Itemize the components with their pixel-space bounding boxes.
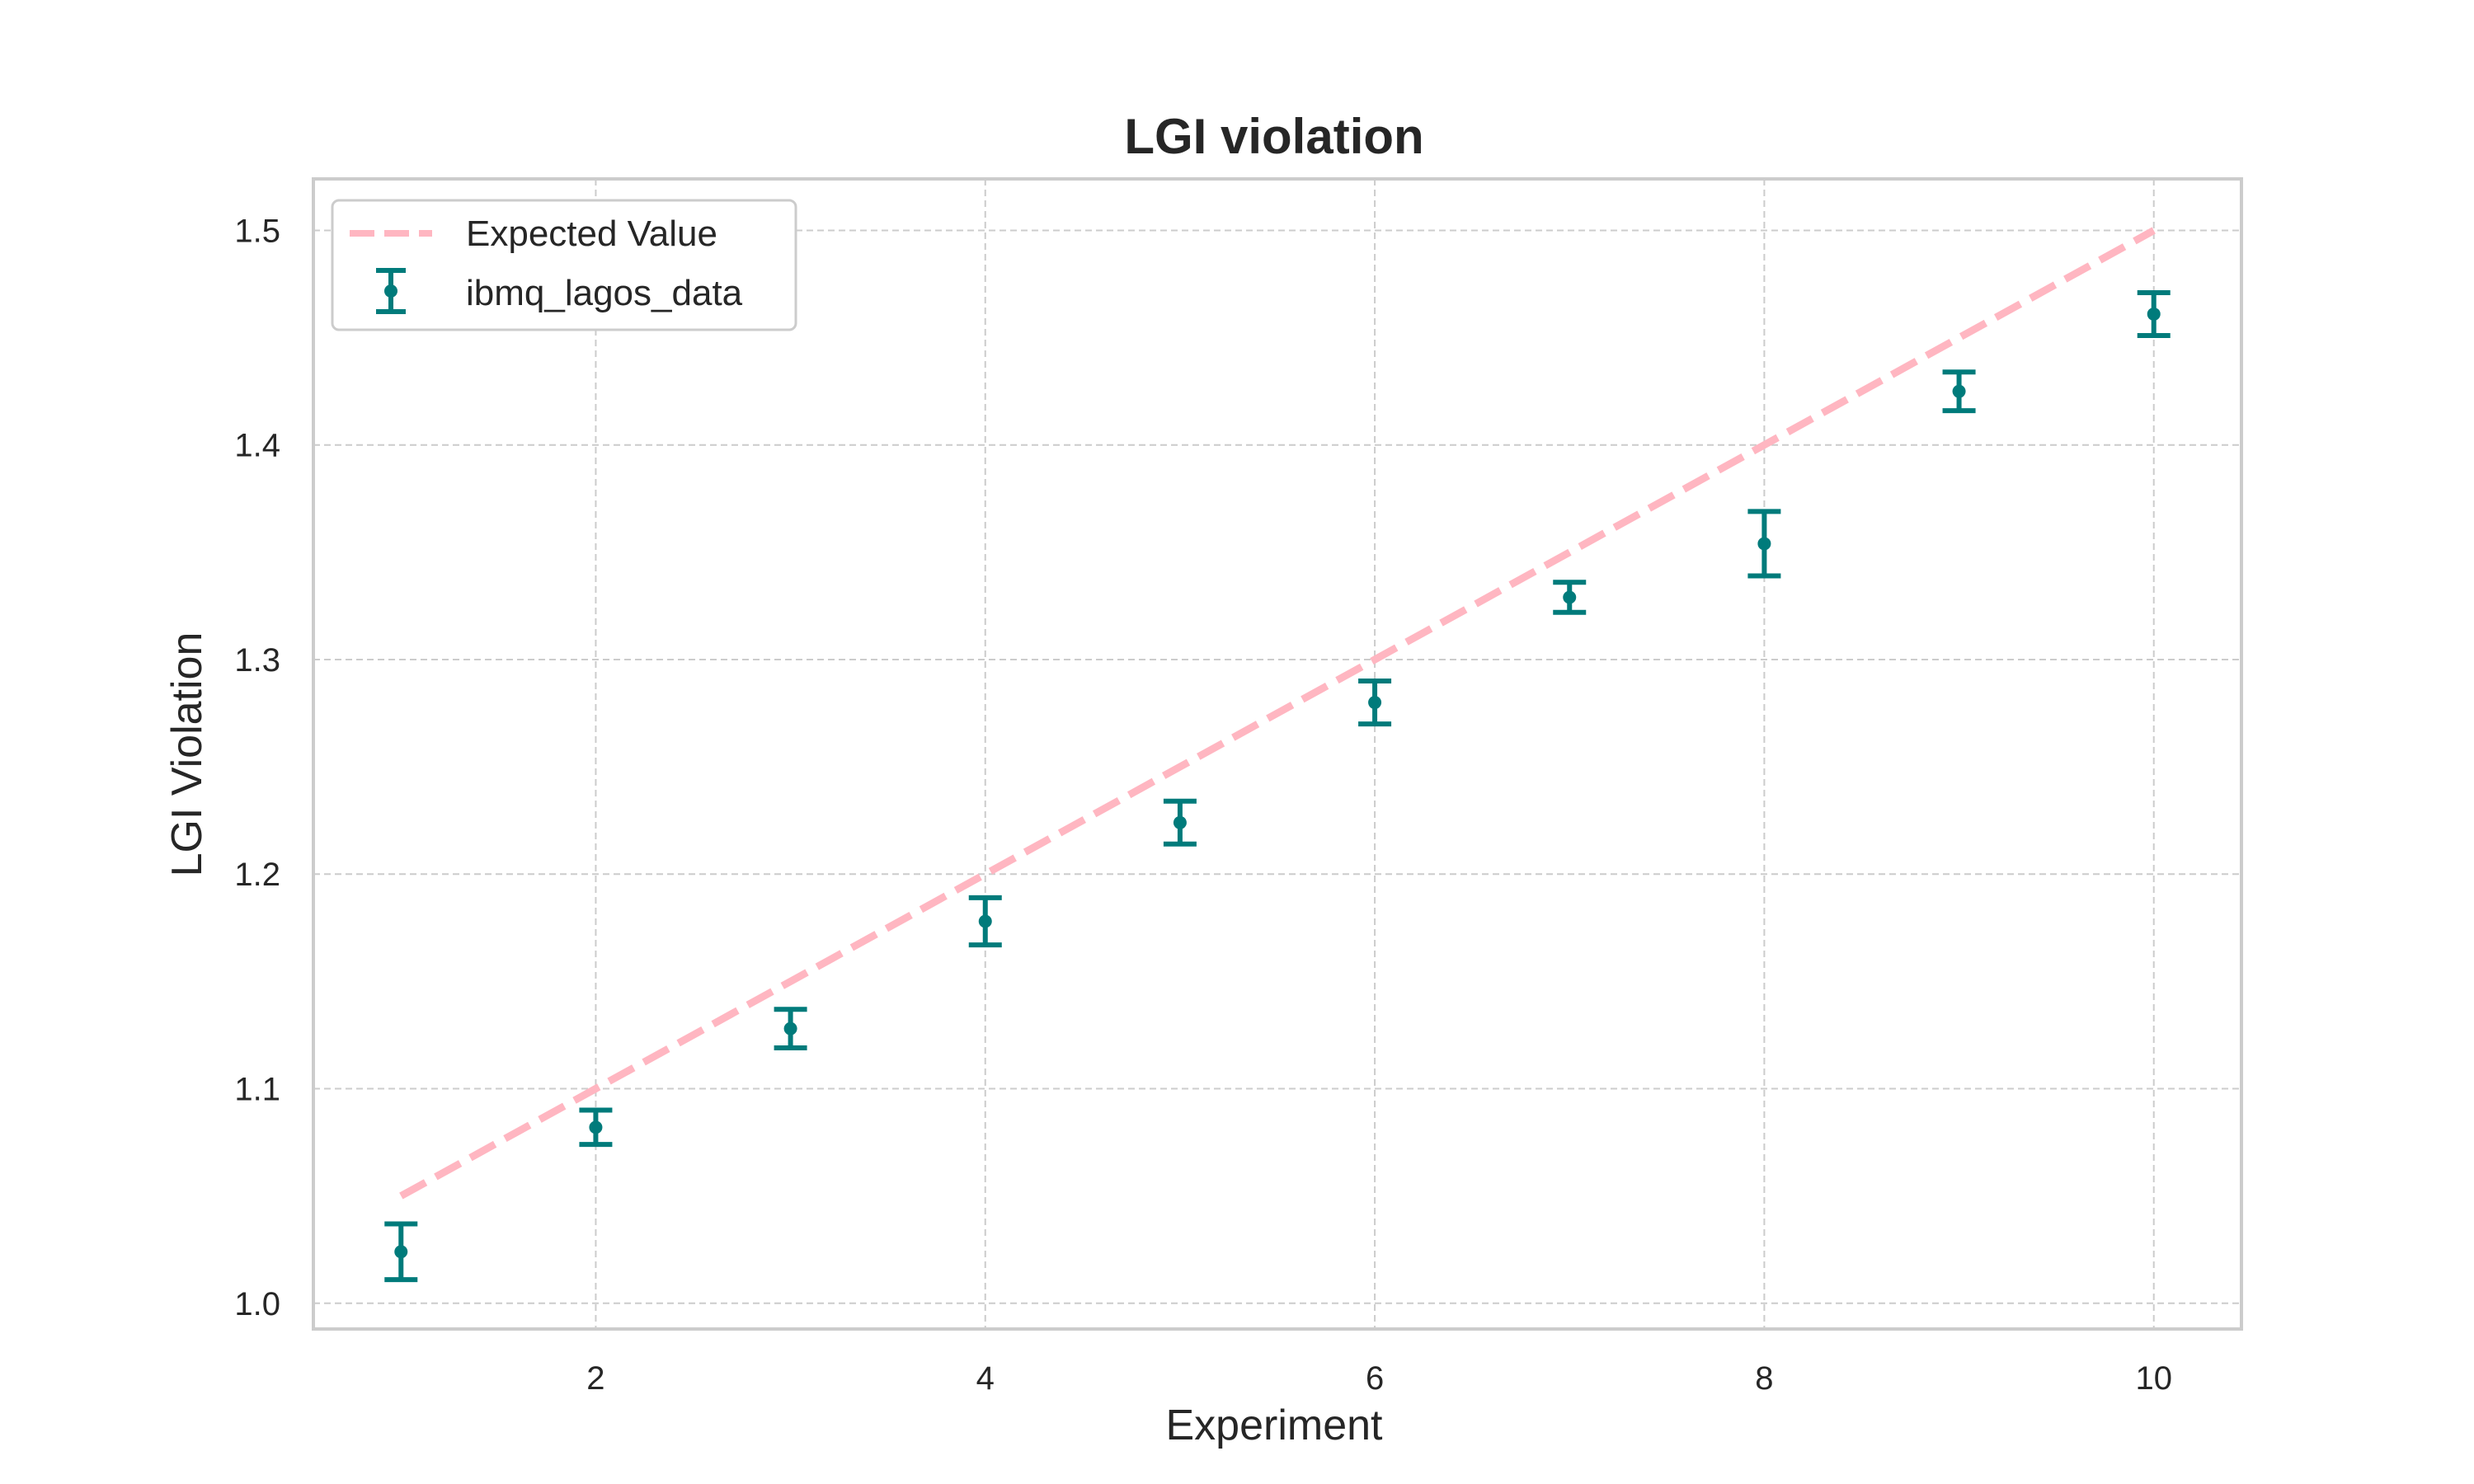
plot-frame — [312, 177, 2243, 1331]
errorbar-point — [968, 895, 1002, 948]
y-tick-label: 1.5 — [234, 213, 280, 249]
data-point-marker — [1368, 696, 1382, 710]
data-point-marker — [1173, 815, 1187, 829]
legend-box — [331, 199, 797, 331]
x-axis-label: Experiment — [1166, 1402, 1384, 1449]
x-tick-label: 10 — [2135, 1360, 2172, 1397]
errorbar-point — [1747, 509, 1781, 579]
data-point-marker — [1757, 537, 1771, 551]
data-point-marker — [978, 914, 992, 928]
errorbar-point — [384, 1221, 418, 1283]
errorbar-point — [1358, 679, 1392, 727]
x-tick-label: 8 — [1755, 1360, 1773, 1397]
y-tick-label: 1.0 — [234, 1286, 280, 1322]
data-point-marker — [589, 1120, 603, 1134]
chart-title: LGI violation — [1124, 109, 1423, 164]
errorbar-point — [774, 1007, 807, 1051]
grid — [313, 179, 2241, 1329]
x-tick-label: 2 — [586, 1360, 604, 1397]
data-point-marker — [394, 1245, 408, 1259]
errorbar-point — [1942, 369, 1976, 414]
errorbar-point — [1163, 798, 1197, 847]
legend-expected-label: Expected Value — [466, 214, 717, 254]
data-point-marker — [1563, 590, 1577, 604]
data-point-marker — [1952, 384, 1966, 398]
y-tick-label: 1.3 — [234, 642, 280, 679]
y-tick-label: 1.1 — [234, 1072, 280, 1108]
legend: Expected Value ibmq_lagos_data — [331, 199, 797, 331]
errorbar-point — [2137, 289, 2171, 338]
x-ticks: 2 4 6 8 10 — [586, 1360, 2172, 1397]
errorbar-point — [1553, 580, 1587, 615]
expected-value-series — [399, 227, 2156, 1200]
x-tick-label: 4 — [976, 1360, 995, 1397]
y-tick-label: 1.2 — [234, 857, 280, 893]
data-point-marker — [2147, 307, 2161, 321]
y-axis-label: LGI Violation — [163, 632, 211, 877]
legend-ibmq-label: ibmq_lagos_data — [466, 273, 743, 313]
expected-value-line — [399, 227, 2156, 1200]
legend-errorbar-swatch — [376, 268, 406, 314]
ibmq-lagos-series — [384, 289, 2171, 1283]
data-point-marker — [783, 1021, 797, 1036]
y-tick-label: 1.4 — [234, 428, 280, 464]
x-tick-label: 6 — [1366, 1360, 1384, 1397]
y-ticks: 1.0 1.1 1.2 1.3 1.4 1.5 — [234, 213, 280, 1322]
errorbar-point — [579, 1107, 613, 1148]
